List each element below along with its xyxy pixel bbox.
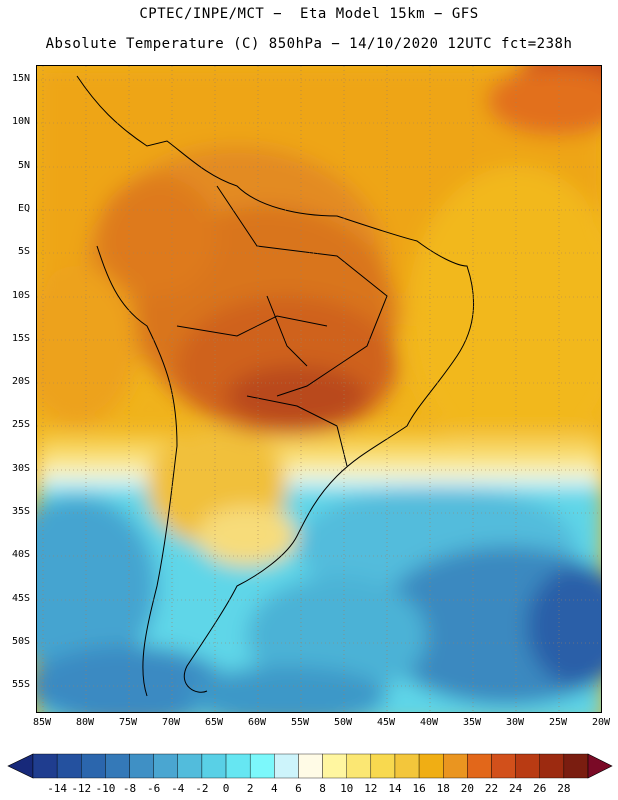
colorbar-swatch [491,753,516,779]
colorbar-label: 8 [319,782,326,795]
lon-label: 70W [161,717,181,728]
lon-label: 85W [32,717,52,728]
colorbar-swatch [201,753,227,779]
lat-label: 10S [11,289,30,301]
colorbar-label: -12 [71,782,92,795]
lon-label: 25W [548,717,568,728]
colorbar-swatch [274,753,299,779]
lon-label: 20W [591,717,611,728]
colorbar-label: 0 [222,782,230,795]
colorbar-swatch [370,753,396,779]
lon-label: 65W [204,717,224,728]
coastlines [76,75,475,697]
colorbar-swatch [32,753,58,779]
colorbar [7,753,613,779]
graticule [37,66,601,712]
colorbar-swatch [56,753,82,779]
colorbar-label: -6 [147,782,161,795]
lat-label: 15N [11,73,30,84]
colorbar-swatch [563,753,589,779]
colorbar-swatch [346,753,372,779]
colorbar-swatch [394,753,420,779]
lat-label: EQ [17,202,30,214]
temperature-map [36,65,602,713]
colorbar-swatch [443,753,468,779]
colorbar-arrow-low [7,753,34,779]
lat-label: 30S [11,462,30,474]
colorbar-swatch [105,753,130,779]
lon-label: 35W [462,717,482,728]
colorbar-label: 4 [270,782,278,795]
title-line-2: Absolute Temperature (C) 850hPa − 14/10/… [45,36,573,52]
colorbar-swatch [153,753,178,779]
colorbar-label: -10 [95,782,116,795]
lat-label: 5S [17,246,30,258]
colorbar-label: -4 [171,782,185,795]
colorbar-label: 10 [340,782,354,795]
colorbar-label: 20 [460,782,474,795]
lon-label: 50W [333,717,353,728]
lat-label: 5N [17,159,30,171]
lat-label: 55S [11,679,30,691]
lon-label: 60W [247,717,267,728]
lon-label: 80W [75,717,95,728]
colorbar-label: -14 [47,782,68,795]
colorbar-swatch [298,753,323,779]
colorbar-swatch [129,753,154,779]
colorbar-label: 16 [412,782,426,795]
colorbar-label: 12 [364,782,378,795]
temperature-field [37,66,601,712]
colorbar-label: 24 [508,782,523,795]
colorbar-label: 26 [533,782,547,795]
colorbar-swatch [467,753,492,779]
colorbar-swatch [515,753,540,779]
lat-label: 45S [11,592,30,604]
lon-label: 75W [118,717,138,728]
colorbar-label: -8 [122,782,137,795]
lat-label: 25S [11,419,30,431]
colorbar-swatch [81,753,106,779]
colorbar-label: -2 [195,782,209,795]
lat-label: 35S [11,506,30,517]
colorbar-label: 2 [246,782,254,795]
lat-label: 20S [11,376,30,388]
colorbar-swatch [322,753,347,779]
colorbar-label: 6 [295,782,302,795]
lat-label: 40S [11,549,30,561]
lon-label: 55W [290,717,310,728]
lon-label: 45W [376,717,396,728]
lon-label: 30W [505,717,525,728]
colorbar-swatch [225,753,251,779]
colorbar-arrow-high [587,753,613,779]
lat-label: 15S [11,332,30,344]
colorbar-label: 18 [436,782,450,795]
colorbar-swatch [418,753,444,779]
colorbar-label: 22 [484,782,499,795]
colorbar-label: 28 [557,782,571,795]
lat-label: 50S [11,635,30,647]
colorbar-swatch [539,753,565,779]
colorbar-swatch [177,753,203,779]
colorbar-label: 14 [388,782,402,795]
map-canvas [37,66,601,712]
lat-label: 10N [11,116,30,128]
colorbar-swatch [249,753,275,779]
lon-label: 40W [419,717,439,728]
title-line-1: CPTEC/INPE/MCT − Eta Model 15km − GFS [139,6,479,22]
